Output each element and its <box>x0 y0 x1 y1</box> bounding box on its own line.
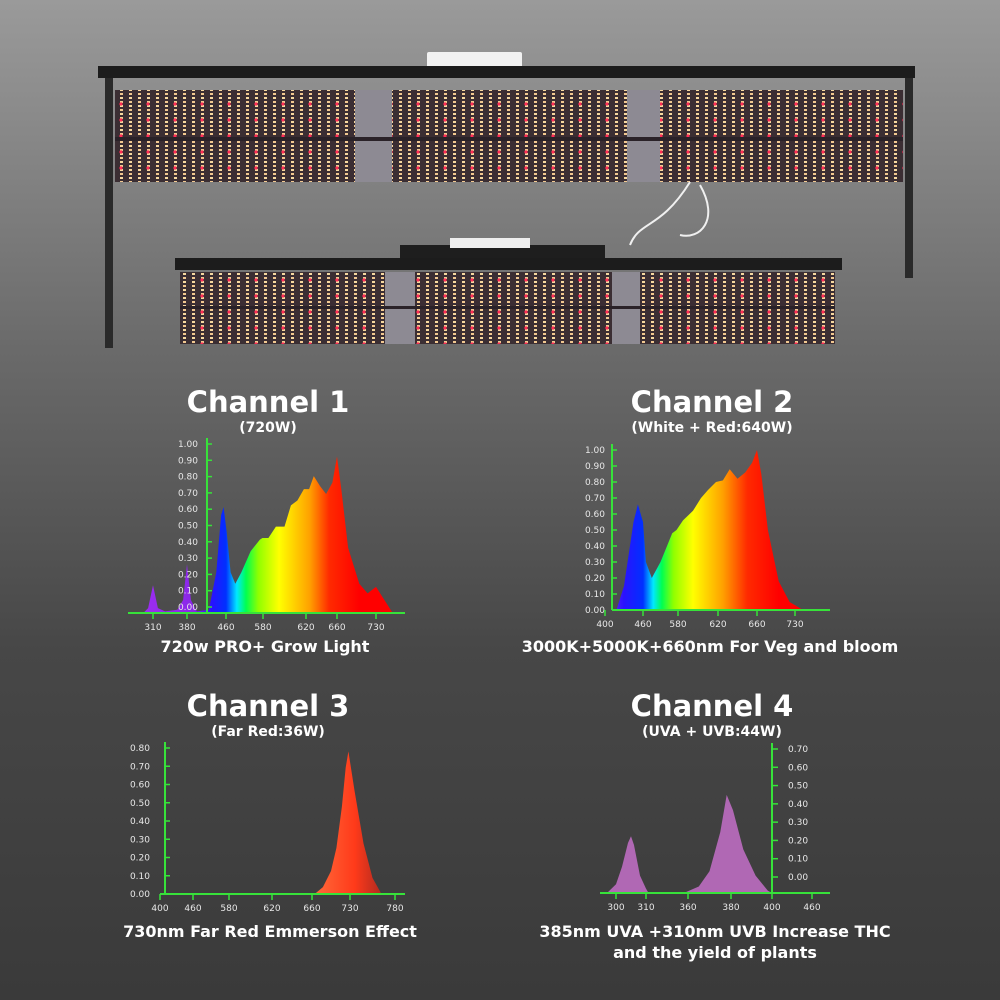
x-tick-label: 730 <box>786 620 803 630</box>
x-tick-label: 620 <box>709 620 726 630</box>
y-tick-label: 0.40 <box>585 542 605 552</box>
y-tick-label: 0.30 <box>178 554 198 564</box>
chart3-subtitle: (Far Red:36W) <box>211 724 325 740</box>
y-tick-label: 0.70 <box>585 494 605 504</box>
y-tick-label: 0.20 <box>788 836 808 846</box>
chart4-caption-line2: and the yield of plants <box>613 943 817 962</box>
y-tick-label: 1.00 <box>178 440 198 450</box>
y-tick-label: 0.60 <box>178 505 198 515</box>
y-tick-label: 0.00 <box>130 890 150 900</box>
chart4-caption-line1: 385nm UVA +310nm UVB Increase THC <box>539 922 890 941</box>
x-tick-label: 400 <box>596 620 613 630</box>
y-tick-label: 0.30 <box>130 835 150 845</box>
chart3-caption: 730nm Far Red Emmerson Effect <box>123 922 417 941</box>
x-tick-label: 310 <box>637 903 654 913</box>
x-tick-label: 660 <box>328 623 345 633</box>
x-tick-label: 460 <box>217 623 234 633</box>
y-tick-label: 1.00 <box>585 446 605 456</box>
lower-rail <box>175 258 842 270</box>
top-rail <box>98 66 915 78</box>
power-cables <box>629 181 710 246</box>
x-tick-label: 620 <box>263 904 280 914</box>
y-tick-label: 0.40 <box>178 538 198 548</box>
chart4-subtitle: (UVA + UVB:44W) <box>642 724 782 740</box>
frame-right <box>905 78 913 278</box>
x-tick-label: 310 <box>144 623 161 633</box>
spectrum-area <box>143 456 393 613</box>
lower-led-panels <box>180 272 835 344</box>
x-tick-label: 580 <box>254 623 271 633</box>
upper-led-panels <box>115 90 903 182</box>
spectrum-area <box>616 450 804 610</box>
y-tick-label: 0.60 <box>130 781 150 791</box>
x-tick-label: 620 <box>297 623 314 633</box>
y-tick-label: 0.40 <box>130 817 150 827</box>
y-tick-label: 0.70 <box>130 762 150 772</box>
chart1-subtitle: (720W) <box>239 420 296 436</box>
chart2-subtitle: (White + Red:640W) <box>631 420 792 436</box>
frame-left <box>105 78 113 348</box>
chart2-title: Channel 2 <box>631 385 794 419</box>
y-tick-label: 0.00 <box>585 606 605 616</box>
chart-1: 1.00 0.90 0.80 0.70 0.60 0.50 0.40 0.30 0.20 0.10… <box>128 438 405 633</box>
y-tick-label: 0.80 <box>130 744 150 754</box>
y-tick-label: 0.50 <box>788 782 808 792</box>
y-tick-label: 0.30 <box>585 558 605 568</box>
chart1-caption: 720w PRO+ Grow Light <box>161 637 370 656</box>
y-tick-label: 0.80 <box>178 473 198 483</box>
x-tick-label: 360 <box>679 903 696 913</box>
y-tick-label: 0.10 <box>585 590 605 600</box>
y-tick-label: 0.00 <box>178 603 198 613</box>
x-tick-label: 400 <box>763 903 780 913</box>
x-tick-label: 460 <box>803 903 820 913</box>
driver-box <box>427 52 522 68</box>
x-tick-label: 300 <box>607 903 624 913</box>
y-tick-label: 0.20 <box>585 574 605 584</box>
y-tick-label: 0.70 <box>178 489 198 499</box>
y-tick-label: 0.50 <box>130 799 150 809</box>
x-tick-label: 780 <box>386 904 403 914</box>
chart3-title: Channel 3 <box>187 689 350 723</box>
x-tick-label: 730 <box>367 623 384 633</box>
y-tick-label: 0.50 <box>585 526 605 536</box>
y-tick-label: 0.00 <box>788 873 808 883</box>
chart2-caption: 3000K+5000K+660nm For Veg and bloom <box>522 637 899 656</box>
y-tick-label: 0.20 <box>130 854 150 864</box>
x-tick-label: 580 <box>220 904 237 914</box>
x-tick-label: 660 <box>303 904 320 914</box>
x-tick-label: 400 <box>151 904 168 914</box>
y-tick-label: 0.10 <box>788 855 808 865</box>
x-tick-label: 460 <box>184 904 201 914</box>
y-tick-label: 0.20 <box>178 570 198 580</box>
grow-light-photo <box>98 52 915 348</box>
lower-driver <box>400 245 605 259</box>
y-tick-label: 0.50 <box>178 522 198 532</box>
x-tick-label: 460 <box>634 620 651 630</box>
spectrum-area <box>607 794 772 893</box>
chart1-title: Channel 1 <box>187 385 350 419</box>
chart-4: 0.70 0.60 0.50 0.40 0.30 0.20 0.10 0.00 300 310 36… <box>600 743 830 913</box>
spectrum-area <box>314 751 382 894</box>
x-tick-label: 380 <box>178 623 195 633</box>
x-tick-label: 380 <box>722 903 739 913</box>
y-tick-label: 0.60 <box>585 510 605 520</box>
y-tick-label: 0.80 <box>585 478 605 488</box>
y-tick-label: 0.90 <box>178 456 198 466</box>
chart4-title: Channel 4 <box>631 689 794 723</box>
y-tick-label: 0.60 <box>788 763 808 773</box>
y-tick-label: 0.10 <box>130 872 150 882</box>
lower-driver-box <box>450 238 530 248</box>
y-tick-label: 0.40 <box>788 800 808 810</box>
chart-2: 1.00 0.90 0.80 0.70 0.60 0.50 0.40 0.30 0.20 0.10… <box>585 444 830 630</box>
x-tick-label: 580 <box>669 620 686 630</box>
y-tick-label: 0.70 <box>788 745 808 755</box>
charts: 1.00 0.90 0.80 0.70 0.60 0.50 0.40 0.30 0.20 0.10… <box>128 438 830 914</box>
x-tick-label: 730 <box>341 904 358 914</box>
y-tick-label: 0.10 <box>178 587 198 597</box>
y-tick-label: 0.90 <box>585 462 605 472</box>
x-tick-label: 660 <box>748 620 765 630</box>
y-tick-label: 0.30 <box>788 818 808 828</box>
